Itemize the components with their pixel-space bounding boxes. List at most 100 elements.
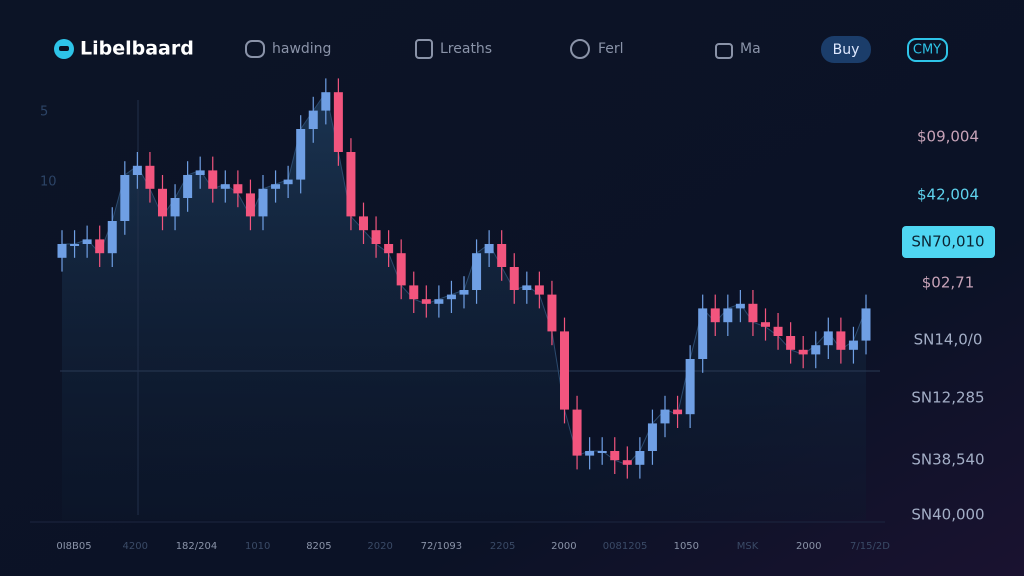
candle-body xyxy=(245,193,255,217)
candle-body xyxy=(698,308,708,359)
candle-body xyxy=(610,451,620,461)
time-label: 8205 xyxy=(306,541,331,552)
candle-body xyxy=(132,165,142,175)
time-label: 1050 xyxy=(674,541,699,552)
candle-body xyxy=(673,409,683,415)
nav-item[interactable]: Ma xyxy=(740,41,761,57)
candle-body xyxy=(773,326,783,336)
time-label: 4200 xyxy=(123,541,148,552)
time-label: 1010 xyxy=(245,541,270,552)
candle-body xyxy=(798,349,808,355)
candle-body xyxy=(446,294,456,300)
candle-body xyxy=(710,308,720,323)
candle-body xyxy=(861,308,871,341)
candle-body xyxy=(836,331,846,350)
candle-body xyxy=(158,188,167,217)
chart xyxy=(30,78,885,523)
nav-icon xyxy=(570,39,590,59)
time-label: 7/15/2D xyxy=(850,541,890,552)
price-label: $42,004 xyxy=(917,186,979,204)
candle-body xyxy=(622,460,632,465)
candle-body xyxy=(534,285,544,295)
logo[interactable]: Libelbaard xyxy=(80,38,194,60)
left-label: 10 xyxy=(40,175,57,190)
price-label: SN38,540 xyxy=(911,451,984,469)
candle-body xyxy=(748,303,758,323)
time-label: 2205 xyxy=(490,541,515,552)
badge[interactable] xyxy=(907,38,948,62)
candle-body xyxy=(321,92,331,111)
candle-body xyxy=(195,170,205,175)
candle-body xyxy=(296,129,306,180)
candle-body xyxy=(409,285,419,300)
nav-bar: Libelbaard hawding Lreaths Ferl Ma Buy C… xyxy=(54,36,948,63)
candle-body xyxy=(823,331,833,346)
candle-body xyxy=(258,188,268,217)
candle-body xyxy=(359,216,368,231)
time-label: MSK xyxy=(737,541,759,552)
candle-body xyxy=(434,299,444,304)
price-label: SN14,0/0 xyxy=(914,331,983,349)
candle-body xyxy=(848,340,858,350)
time-label: 0I8B05 xyxy=(56,541,91,552)
badge-label[interactable]: CMY xyxy=(913,43,941,58)
price-highlight xyxy=(902,226,995,258)
buy-label[interactable]: Buy xyxy=(833,42,860,58)
nav-icon xyxy=(415,39,433,59)
nav-icon xyxy=(715,43,733,59)
candle-body xyxy=(396,253,406,286)
candle-body xyxy=(208,170,218,189)
candle-body xyxy=(421,299,431,304)
candle-body xyxy=(585,451,595,456)
price-label: SN70,010 xyxy=(911,233,984,251)
candle-body xyxy=(371,230,381,244)
candle-body xyxy=(522,285,532,290)
candle-body xyxy=(685,359,695,415)
time-label: 72/1093 xyxy=(421,541,463,552)
candle-body xyxy=(811,345,821,355)
candle-body xyxy=(346,152,356,217)
nav-item[interactable]: Ferl xyxy=(598,41,624,57)
candle-body xyxy=(723,308,733,323)
buy-button[interactable] xyxy=(821,36,871,63)
candle-body xyxy=(170,198,180,217)
candle-body xyxy=(120,175,130,221)
left-label: 5 xyxy=(40,105,48,120)
candle-body xyxy=(472,253,482,290)
candle-body xyxy=(220,184,230,189)
price-label: $09,004 xyxy=(917,128,979,146)
candle-body xyxy=(509,267,519,290)
candle-body xyxy=(484,244,494,254)
candle-body xyxy=(70,244,80,246)
candle-body xyxy=(547,294,557,332)
candle-body xyxy=(233,184,243,194)
candle-body xyxy=(95,239,105,254)
candle-body xyxy=(82,239,92,244)
nav-item[interactable]: Lreaths xyxy=(440,41,492,57)
candle-body xyxy=(786,336,796,350)
candle-body xyxy=(384,244,394,254)
price-label: $02,71 xyxy=(922,274,975,292)
nav-item[interactable]: hawding xyxy=(272,41,331,57)
candle-body xyxy=(635,451,645,465)
candle-body xyxy=(660,409,670,424)
candle-body xyxy=(333,92,343,152)
candle-body xyxy=(271,184,281,189)
candle-body xyxy=(497,244,507,267)
candle-body xyxy=(145,165,155,189)
candle-body xyxy=(183,175,193,198)
price-label: SN12,285 xyxy=(911,389,984,407)
candle-body xyxy=(560,331,569,410)
time-label: 2000 xyxy=(551,541,576,552)
candle-body xyxy=(283,179,293,185)
price-label: SN40,000 xyxy=(911,506,984,524)
candle-body xyxy=(735,303,745,309)
time-label: 182/204 xyxy=(176,541,218,552)
nav-icon xyxy=(245,40,265,58)
logo-icon-cut xyxy=(59,46,69,51)
time-label: 2000 xyxy=(796,541,821,552)
time-label: 2020 xyxy=(367,541,392,552)
candle-body xyxy=(597,451,607,453)
candle-body xyxy=(572,409,582,456)
